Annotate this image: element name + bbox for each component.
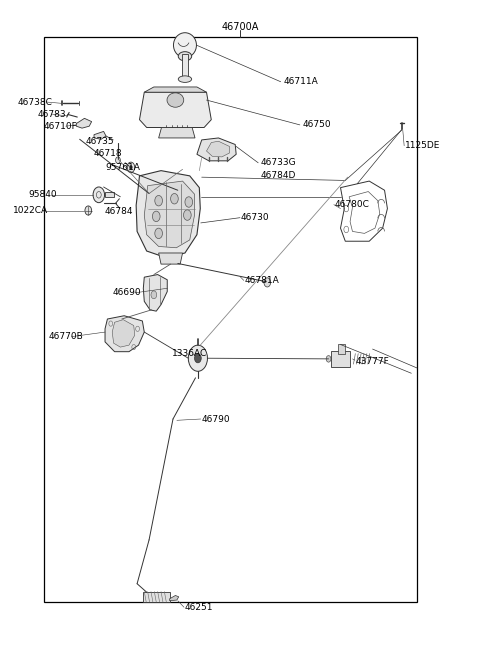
Circle shape xyxy=(183,210,191,220)
Polygon shape xyxy=(140,92,211,128)
Circle shape xyxy=(188,345,207,371)
Ellipse shape xyxy=(178,52,192,61)
Circle shape xyxy=(170,193,178,204)
Polygon shape xyxy=(144,87,206,92)
Ellipse shape xyxy=(167,93,184,107)
Text: 1336AC: 1336AC xyxy=(171,349,207,358)
Circle shape xyxy=(194,354,201,363)
Circle shape xyxy=(185,196,192,207)
Text: 46750: 46750 xyxy=(302,121,331,130)
Bar xyxy=(331,351,350,367)
Text: 46780C: 46780C xyxy=(335,200,370,209)
Circle shape xyxy=(155,195,162,206)
Polygon shape xyxy=(158,253,182,264)
Text: 46784D: 46784D xyxy=(260,171,296,179)
Polygon shape xyxy=(76,119,92,128)
Text: 46735: 46735 xyxy=(85,137,114,145)
Bar xyxy=(105,192,114,197)
Circle shape xyxy=(264,278,271,287)
Circle shape xyxy=(116,157,120,164)
Polygon shape xyxy=(206,141,229,157)
Text: 46700A: 46700A xyxy=(221,22,259,32)
Circle shape xyxy=(151,291,157,299)
Text: 46251: 46251 xyxy=(185,603,214,612)
Text: 46770B: 46770B xyxy=(48,332,84,341)
Bar xyxy=(338,345,345,354)
Text: 46784: 46784 xyxy=(105,207,133,215)
Circle shape xyxy=(155,228,162,238)
Polygon shape xyxy=(169,595,179,601)
Bar xyxy=(182,54,188,79)
Circle shape xyxy=(326,356,331,362)
Circle shape xyxy=(93,187,105,202)
Text: 43777F: 43777F xyxy=(356,357,390,366)
Text: 95840: 95840 xyxy=(28,191,57,199)
Text: 46781A: 46781A xyxy=(245,276,279,285)
Bar xyxy=(44,37,417,602)
Polygon shape xyxy=(197,138,236,161)
Ellipse shape xyxy=(178,76,192,83)
Text: 46718: 46718 xyxy=(94,149,123,158)
Text: 46730: 46730 xyxy=(241,213,270,222)
Text: 46790: 46790 xyxy=(202,415,230,424)
Text: 1022CA: 1022CA xyxy=(12,206,48,215)
Text: 95761A: 95761A xyxy=(105,163,140,172)
Bar xyxy=(144,591,169,602)
Polygon shape xyxy=(112,320,135,347)
Ellipse shape xyxy=(173,33,196,58)
Text: 1125DE: 1125DE xyxy=(405,141,441,150)
Text: 46738C: 46738C xyxy=(17,98,52,107)
Polygon shape xyxy=(158,128,195,138)
Circle shape xyxy=(85,206,92,215)
Text: 46783: 46783 xyxy=(38,110,67,119)
Polygon shape xyxy=(144,274,167,311)
Circle shape xyxy=(130,166,132,170)
Polygon shape xyxy=(94,132,106,140)
Circle shape xyxy=(127,162,135,173)
Polygon shape xyxy=(136,171,200,257)
Polygon shape xyxy=(144,181,194,248)
Polygon shape xyxy=(105,316,144,352)
Circle shape xyxy=(153,211,160,221)
Text: 46711A: 46711A xyxy=(283,77,318,86)
Text: 46690: 46690 xyxy=(112,288,141,297)
Text: 46710F: 46710F xyxy=(44,122,77,131)
Text: 46733G: 46733G xyxy=(260,159,296,167)
